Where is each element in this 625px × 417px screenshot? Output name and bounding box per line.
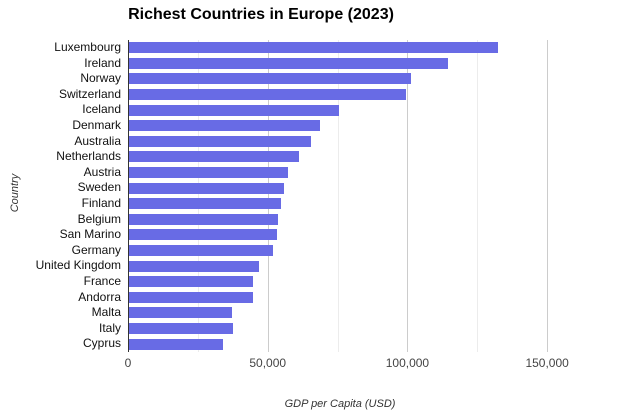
y-label-switzerland: Switzerland [58, 86, 121, 101]
bar-row-germany [128, 243, 617, 259]
bar-cyprus [129, 338, 223, 350]
x-tick-label-100000: 100,000 [385, 356, 430, 370]
bar-france [129, 276, 254, 288]
bar-malta [129, 307, 233, 319]
bar-finland [129, 198, 282, 210]
bar-united-kingdom [129, 260, 259, 272]
bar-san-marino [129, 229, 277, 241]
bar-row-belgium [128, 212, 617, 228]
y-label-norway: Norway [80, 71, 121, 86]
bar-netherlands [129, 151, 300, 163]
y-label-sweden: Sweden [77, 180, 121, 195]
y-label-malta: Malta [91, 305, 121, 320]
bar-ireland [129, 57, 448, 69]
minor-gridline-25000 [197, 40, 199, 352]
bar-row-san-marino [128, 227, 617, 243]
y-label-finland: Finland [81, 195, 121, 210]
bar-row-netherlands [128, 149, 617, 165]
bar-belgium [129, 213, 278, 225]
bar-andorra [129, 291, 253, 303]
y-label-germany: Germany [71, 242, 121, 257]
bar-row-denmark [128, 118, 617, 134]
y-label-cyprus: Cyprus [82, 336, 121, 351]
plot-area [128, 40, 617, 352]
bar-germany [129, 245, 273, 257]
y-label-italy: Italy [98, 320, 121, 335]
bar-row-sweden [128, 180, 617, 196]
bar-row-andorra [128, 290, 617, 306]
minor-gridline-125000 [477, 40, 479, 352]
bar-row-ireland [128, 56, 617, 72]
bar-row-norway [128, 71, 617, 87]
bar-luxembourg [129, 42, 498, 54]
bars-group [128, 40, 617, 352]
bar-row-malta [128, 305, 617, 321]
y-label-ireland: Ireland [84, 55, 121, 70]
bar-austria [129, 167, 289, 179]
bar-row-australia [128, 134, 617, 150]
major-gridline-100000 [407, 40, 409, 352]
y-label-australia: Australia [74, 133, 121, 148]
y-label-france: France [83, 273, 121, 288]
bar-row-austria [128, 165, 617, 181]
bar-sweden [129, 182, 285, 194]
bar-italy [129, 322, 233, 334]
chart-title: Richest Countries in Europe (2023) [128, 6, 394, 23]
y-label-iceland: Iceland [82, 102, 121, 117]
y-label-united-kingdom: United Kingdom [35, 258, 121, 273]
bar-row-italy [128, 321, 617, 337]
bar-row-iceland [128, 102, 617, 118]
y-label-austria: Austria [83, 164, 121, 179]
bar-row-united-kingdom [128, 258, 617, 274]
bar-denmark [129, 120, 321, 132]
y-label-luxembourg: Luxembourg [54, 40, 121, 54]
major-gridline-150000 [547, 40, 549, 352]
y-axis-line [128, 40, 129, 352]
major-gridline-50000 [267, 40, 269, 352]
bar-row-cyprus [128, 336, 617, 352]
bar-row-switzerland [128, 87, 617, 103]
bar-row-finland [128, 196, 617, 212]
bar-row-luxembourg [128, 40, 617, 56]
bar-row-france [128, 274, 617, 290]
x-tick-label-50000: 50,000 [249, 356, 287, 370]
y-label-san-marino: San Marino [59, 227, 121, 242]
bar-norway [129, 73, 412, 85]
bar-iceland [129, 104, 339, 116]
x-axis-title: GDP per Capita (USD) [284, 398, 396, 410]
x-tick-label-150000: 150,000 [525, 356, 569, 370]
y-label-netherlands: Netherlands [56, 149, 121, 164]
bar-australia [129, 135, 311, 147]
x-axis-ticks: 0 50,000 100,000 150,000 [0, 356, 625, 372]
bar-switzerland [129, 89, 406, 101]
y-axis-labels: Luxembourg Ireland Norway Switzerland Icelan… [0, 40, 121, 352]
x-tick-label-0: 0 [124, 356, 132, 370]
y-label-belgium: Belgium [77, 211, 121, 226]
y-label-denmark: Denmark [72, 117, 121, 132]
y-label-andorra: Andorra [78, 289, 121, 304]
minor-gridline-75000 [337, 40, 339, 352]
